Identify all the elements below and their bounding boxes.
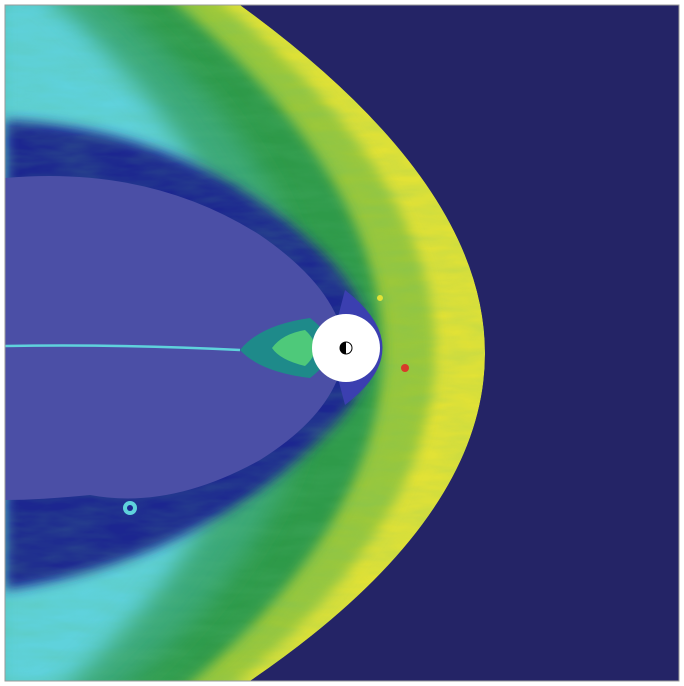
hot-spot <box>377 295 383 301</box>
current-sheet <box>5 344 241 352</box>
planet-night-side <box>340 342 346 354</box>
hot-spot <box>401 364 409 372</box>
vortex-core <box>127 505 133 511</box>
magnetotail <box>5 175 345 500</box>
tail-plasma-core <box>272 330 315 366</box>
image-frame <box>4 4 680 682</box>
